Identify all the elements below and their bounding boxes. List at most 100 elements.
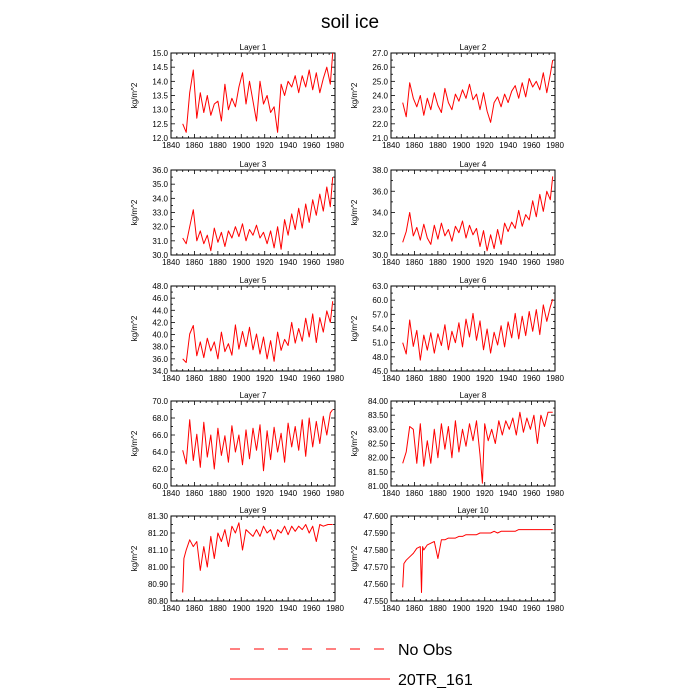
x-tick-label: 1960 [523, 489, 541, 498]
x-tick-label: 1860 [406, 374, 424, 383]
y-tick-label: 63.0 [372, 282, 388, 291]
x-tick-label: 1840 [382, 604, 400, 613]
x-tick-label: 1860 [186, 374, 204, 383]
series-line [402, 60, 554, 123]
y-tick-label: 32.0 [152, 223, 168, 232]
y-tick-label: 60.0 [152, 482, 168, 491]
x-tick-label: 1860 [406, 604, 424, 613]
y-tick-label: 70.0 [152, 397, 168, 406]
y-axis-label: kg/m^2 [130, 82, 139, 108]
y-tick-label: 27.0 [372, 49, 388, 58]
y-tick-label: 14.0 [152, 77, 168, 86]
x-tick-label: 1920 [256, 489, 274, 498]
y-tick-label: 47.600 [364, 512, 389, 521]
y-axis-label: kg/m^2 [350, 545, 359, 571]
y-tick-label: 46.0 [152, 294, 168, 303]
y-tick-label: 42.0 [152, 318, 168, 327]
x-tick-label: 1940 [499, 489, 517, 498]
y-axis-label: kg/m^2 [350, 199, 359, 225]
x-tick-label: 1920 [476, 141, 494, 150]
y-tick-label: 66.0 [152, 431, 168, 440]
y-tick-label: 34.0 [372, 209, 388, 218]
y-tick-label: 47.560 [364, 580, 389, 589]
y-tick-label: 48.0 [152, 282, 168, 291]
x-tick-label: 1920 [476, 374, 494, 383]
panel-title: Layer 1 [240, 43, 267, 52]
y-tick-label: 82.50 [368, 440, 389, 449]
y-tick-label: 24.0 [372, 92, 388, 101]
x-tick-label: 1900 [232, 374, 250, 383]
series-line [402, 529, 553, 593]
y-tick-label: 81.20 [148, 529, 169, 538]
y-tick-label: 36.0 [372, 187, 388, 196]
y-tick-label: 30.0 [372, 251, 388, 260]
x-tick-label: 1840 [162, 258, 180, 267]
y-axis-label: kg/m^2 [130, 430, 139, 456]
x-tick-label: 1900 [232, 604, 250, 613]
x-tick-label: 1880 [209, 258, 227, 267]
x-tick-label: 1900 [452, 258, 470, 267]
x-tick-label: 1960 [303, 141, 321, 150]
x-tick-label: 1880 [429, 141, 447, 150]
x-tick-label: 1940 [499, 141, 517, 150]
x-tick-label: 1840 [382, 374, 400, 383]
x-tick-label: 1860 [186, 489, 204, 498]
plot-frame [170, 515, 336, 602]
y-tick-label: 12.5 [152, 120, 168, 129]
panel-layer-4: Layer 4 1840 1860 1880 1900 1920 1940 1960 1980 3… [350, 160, 564, 267]
x-tick-label: 1900 [232, 489, 250, 498]
panel-title: Layer 10 [457, 506, 489, 515]
x-tick-label: 1920 [256, 141, 274, 150]
x-tick-label: 1940 [499, 258, 517, 267]
series-line [182, 522, 333, 593]
panel-layer-6: Layer 6 1840 1860 1880 1900 1920 1940 1960 1980 4… [350, 276, 564, 383]
y-axis-label: kg/m^2 [130, 199, 139, 225]
x-tick-label: 1940 [279, 141, 297, 150]
x-tick-label: 1860 [406, 258, 424, 267]
series-line [182, 301, 334, 363]
plot-frame [390, 52, 556, 139]
x-tick-label: 1960 [303, 374, 321, 383]
y-tick-label: 35.0 [152, 180, 168, 189]
y-tick-label: 33.0 [152, 209, 168, 218]
x-tick-label: 1860 [186, 604, 204, 613]
x-tick-label: 1980 [546, 141, 564, 150]
x-tick-label: 1960 [303, 258, 321, 267]
panel-title: Layer 2 [460, 43, 487, 52]
x-tick-label: 1900 [452, 374, 470, 383]
y-tick-label: 47.580 [364, 546, 389, 555]
y-tick-label: 23.0 [372, 106, 388, 115]
y-tick-label: 32.0 [372, 230, 388, 239]
y-tick-label: 81.10 [148, 546, 169, 555]
x-tick-label: 1880 [209, 604, 227, 613]
panel-layer-5: Layer 5 1840 1860 1880 1900 1920 1940 1960 1980 3… [130, 276, 344, 383]
legend-20tr-161-label: 20TR_161 [398, 672, 473, 689]
y-tick-label: 81.30 [148, 512, 169, 521]
y-tick-label: 40.0 [152, 331, 168, 340]
panel-grid: Layer 1 1840 1860 1880 1900 1920 1940 1960 1980 1… [130, 43, 564, 613]
y-axis-label: kg/m^2 [130, 315, 139, 341]
x-tick-label: 1980 [326, 141, 344, 150]
x-tick-label: 1940 [279, 374, 297, 383]
y-tick-label: 36.0 [152, 355, 168, 364]
x-tick-label: 1960 [523, 258, 541, 267]
panel-layer-3: Layer 3 1840 1860 1880 1900 1920 1940 1960 1980 3… [130, 160, 344, 267]
x-tick-label: 1960 [303, 489, 321, 498]
y-tick-label: 64.0 [152, 448, 168, 457]
series-line [402, 176, 554, 252]
x-tick-label: 1840 [162, 141, 180, 150]
y-tick-label: 26.0 [372, 63, 388, 72]
y-tick-label: 13.5 [152, 92, 168, 101]
panel-layer-8: Layer 8 1840 1860 1880 1900 1920 1940 1960 1980 8… [350, 391, 564, 498]
panel-title: Layer 4 [460, 160, 487, 169]
x-tick-label: 1880 [209, 141, 227, 150]
y-tick-label: 81.00 [368, 482, 389, 491]
panel-title: Layer 9 [240, 506, 267, 515]
panel-title: Layer 5 [240, 276, 267, 285]
x-tick-label: 1980 [546, 258, 564, 267]
x-tick-label: 1880 [209, 374, 227, 383]
x-tick-label: 1960 [523, 604, 541, 613]
series-line [402, 299, 554, 361]
y-tick-label: 80.90 [148, 580, 169, 589]
